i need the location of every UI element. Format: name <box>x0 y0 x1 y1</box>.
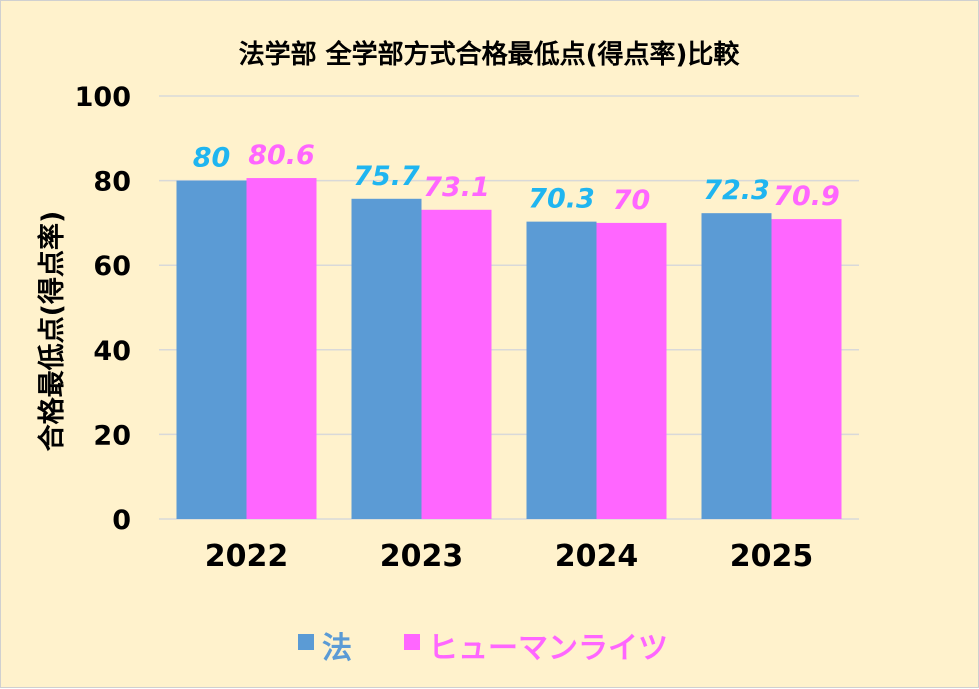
legend-label: 法 <box>322 631 352 666</box>
y-axis-label: 合格最低点(得点率) <box>36 211 68 452</box>
bar <box>351 198 422 519</box>
data-label: 70.9 <box>773 181 840 212</box>
legend: 法 ヒューマンライツ <box>298 631 668 666</box>
y-axis-ticks: 0 20 40 60 80 100 <box>75 82 131 536</box>
data-label: 70.3 <box>528 184 595 215</box>
bar <box>246 178 317 519</box>
data-label: 80 <box>193 143 231 174</box>
x-tick-label: 2022 <box>205 539 289 574</box>
y-tick-label: 40 <box>93 336 131 367</box>
y-tick-label: 100 <box>75 82 131 113</box>
data-label: 73.1 <box>423 172 490 203</box>
bars <box>176 178 842 520</box>
x-tick-label: 2024 <box>555 539 639 574</box>
chart-title: 法学部 全学部方式合格最低点(得点率)比較 <box>239 39 741 70</box>
bar <box>421 209 492 520</box>
data-label: 70 <box>613 185 651 216</box>
bar <box>596 222 667 519</box>
bar <box>771 219 842 519</box>
y-tick-label: 60 <box>93 251 131 282</box>
y-tick-label: 20 <box>93 420 131 451</box>
data-label: 72.3 <box>703 175 770 206</box>
data-labels: 80 75.7 70.3 72.3 80.6 73.1 70 70.9 <box>193 140 840 216</box>
data-label: 80.6 <box>248 140 315 171</box>
legend-label: ヒューマンライツ <box>428 631 668 666</box>
x-tick-label: 2023 <box>380 539 464 574</box>
legend-swatch <box>404 634 420 650</box>
x-tick-label: 2025 <box>730 539 814 574</box>
bar <box>176 180 247 519</box>
data-label: 75.7 <box>353 161 420 192</box>
x-axis-ticks: 2022 2023 2024 2025 <box>205 539 814 574</box>
legend-swatch <box>298 634 314 650</box>
bar <box>526 221 597 520</box>
y-tick-label: 80 <box>93 167 131 198</box>
y-tick-label: 0 <box>112 505 131 536</box>
bar <box>701 213 772 519</box>
